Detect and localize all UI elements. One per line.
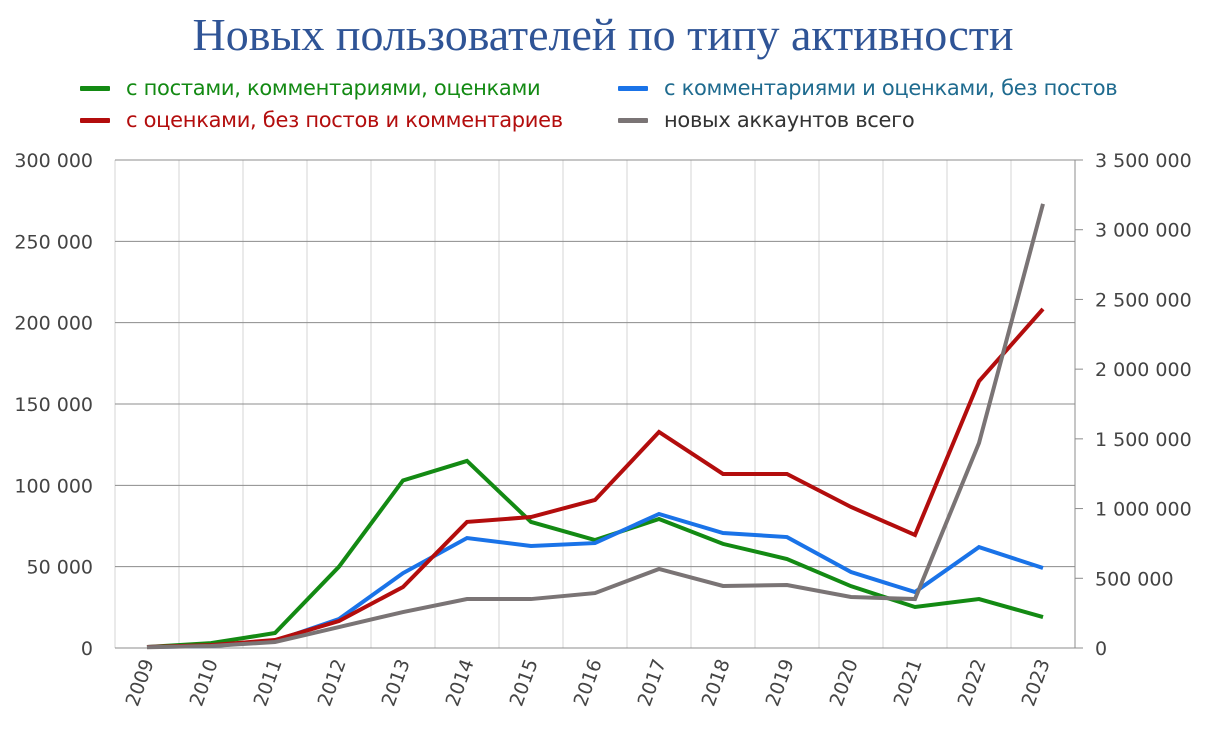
right-axis-tick-label: 3 500 000 <box>1095 150 1192 172</box>
left-axis-tick-label: 50 000 <box>27 557 93 579</box>
x-axis-tick-label: 2009 <box>121 656 158 709</box>
legend-label: новых аккаунтов всего <box>664 108 915 132</box>
legend-label: с комментариями и оценками, без постов <box>664 76 1118 100</box>
x-axis-tick-label: 2014 <box>441 656 478 709</box>
x-axis-tick-label: 2019 <box>761 656 798 709</box>
left-axis-tick-label: 250 000 <box>14 231 93 253</box>
legend-item-posts-comments-ratings: с постами, комментариями, оценками <box>80 76 541 100</box>
legend-item-total-accounts: новых аккаунтов всего <box>618 108 915 132</box>
chart-title: Новых пользователей по типу активности <box>192 9 1014 60</box>
legend-item-ratings-only: с оценками, без постов и комментариев <box>80 108 563 132</box>
x-axis-tick-label: 2015 <box>505 656 542 709</box>
legend-swatch <box>80 85 110 91</box>
right-axis-tick-label: 2 500 000 <box>1095 289 1192 311</box>
series-line-1 <box>146 458 1044 650</box>
left-axis-tick-label: 300 000 <box>14 150 93 172</box>
legend-label: с оценками, без постов и комментариев <box>126 108 563 132</box>
series-line-3 <box>146 307 1045 650</box>
legend-swatch <box>618 85 648 91</box>
right-axis-tick-label: 1 500 000 <box>1095 429 1192 451</box>
right-axis-tick-label: 0 <box>1095 638 1107 660</box>
right-axis-tick-label: 500 000 <box>1095 568 1174 590</box>
right-axis-tick-label: 3 000 000 <box>1095 220 1192 242</box>
x-axis-tick-label: 2011 <box>249 656 286 709</box>
x-axis-tick-label: 2021 <box>889 656 926 709</box>
x-axis-tick-label: 2017 <box>633 656 670 709</box>
left-axis-tick-label: 0 <box>81 638 93 660</box>
x-axis-tick-label: 2018 <box>697 656 734 709</box>
x-axis-tick-label: 2022 <box>953 656 990 709</box>
x-axis-tick-label: 2010 <box>185 656 222 709</box>
legend-label: с постами, комментариями, оценками <box>126 76 541 100</box>
left-axis-tick-label: 100 000 <box>14 475 93 497</box>
x-axis-tick-label: 2013 <box>377 656 414 709</box>
legend-swatch <box>80 117 110 123</box>
x-axis-tick-label: 2023 <box>1017 656 1054 709</box>
series-line-4 <box>146 203 1045 650</box>
x-axis-tick-label: 2016 <box>569 656 606 709</box>
x-axis-tick-label: 2020 <box>825 656 862 709</box>
right-axis-tick-label: 2 000 000 <box>1095 359 1192 381</box>
legend-item-comments-ratings: с комментариями и оценками, без постов <box>618 76 1118 100</box>
left-axis-tick-label: 150 000 <box>14 394 93 416</box>
left-axis-tick-label: 200 000 <box>14 313 93 335</box>
right-axis-tick-label: 1 000 000 <box>1095 499 1192 521</box>
legend-swatch <box>618 117 648 123</box>
x-axis-tick-label: 2012 <box>313 656 350 709</box>
